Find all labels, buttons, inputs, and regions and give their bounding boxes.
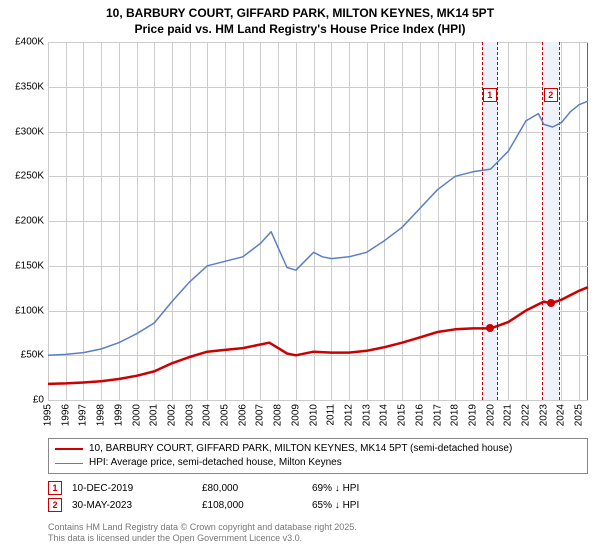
transaction-row-2: 2 30-MAY-2023 £108,000 65% ↓ HPI: [48, 498, 588, 512]
chart-marker-1: 1: [483, 88, 497, 102]
x-tick-label: 2004: [202, 404, 213, 426]
y-tick-label: £150K: [15, 260, 44, 271]
legend-label-property: 10, BARBURY COURT, GIFFARD PARK, MILTON …: [89, 442, 512, 456]
footnote-line-1: Contains HM Land Registry data © Crown c…: [48, 522, 357, 533]
series-line-property: [48, 287, 588, 384]
x-tick-label: 2017: [432, 404, 443, 426]
x-tick-label: 2012: [343, 404, 354, 426]
title-line-1: 10, BARBURY COURT, GIFFARD PARK, MILTON …: [10, 6, 590, 22]
transaction-date-2: 30-MAY-2023: [72, 500, 192, 511]
legend-row-property: 10, BARBURY COURT, GIFFARD PARK, MILTON …: [55, 442, 581, 456]
x-tick-label: 2001: [149, 404, 160, 426]
plot-area: 12: [48, 42, 588, 400]
x-tick-label: 2025: [574, 404, 585, 426]
footnote-line-2: This data is licensed under the Open Gov…: [48, 533, 357, 544]
x-tick-label: 1997: [78, 404, 89, 426]
x-tick-label: 2019: [467, 404, 478, 426]
chart-container: 10, BARBURY COURT, GIFFARD PARK, MILTON …: [0, 0, 600, 560]
x-tick-label: 2003: [184, 404, 195, 426]
series-line-hpi: [48, 101, 588, 355]
transaction-price-1: £80,000: [202, 483, 302, 494]
y-tick-label: £50K: [21, 350, 44, 361]
x-tick-label: 2024: [556, 404, 567, 426]
legend-box: 10, BARBURY COURT, GIFFARD PARK, MILTON …: [48, 438, 588, 474]
legend-label-hpi: HPI: Average price, semi-detached house,…: [89, 456, 342, 470]
y-tick-label: £200K: [15, 216, 44, 227]
legend-swatch-hpi: [55, 463, 83, 464]
x-tick-label: 1995: [43, 404, 54, 426]
x-tick-label: 2005: [220, 404, 231, 426]
x-tick-label: 2008: [273, 404, 284, 426]
x-tick-label: 1998: [96, 404, 107, 426]
line-svg: [48, 42, 588, 400]
transaction-price-2: £108,000: [202, 500, 302, 511]
x-tick-label: 2022: [521, 404, 532, 426]
x-tick-label: 2007: [255, 404, 266, 426]
x-tick-label: 2006: [237, 404, 248, 426]
x-tick-label: 2011: [326, 404, 337, 426]
x-tick-label: 2016: [414, 404, 425, 426]
transaction-row-1: 1 10-DEC-2019 £80,000 69% ↓ HPI: [48, 481, 588, 495]
x-tick-label: 2010: [308, 404, 319, 426]
x-tick-label: 1999: [113, 404, 124, 426]
y-tick-label: £250K: [15, 171, 44, 182]
transaction-rows: 1 10-DEC-2019 £80,000 69% ↓ HPI 2 30-MAY…: [48, 478, 588, 515]
transaction-pct-1: 69% ↓ HPI: [312, 483, 432, 494]
x-tick-label: 2002: [166, 404, 177, 426]
transaction-pct-2: 65% ↓ HPI: [312, 500, 432, 511]
y-tick-label: £400K: [15, 37, 44, 48]
y-axis: £0£50K£100K£150K£200K£250K£300K£350K£400…: [4, 42, 48, 400]
x-tick-label: 1996: [60, 404, 71, 426]
x-tick-label: 2013: [361, 404, 372, 426]
x-tick-label: 2020: [485, 404, 496, 426]
y-tick-label: £300K: [15, 126, 44, 137]
x-tick-label: 2021: [503, 404, 514, 426]
title-line-2: Price paid vs. HM Land Registry's House …: [10, 22, 590, 38]
x-tick-label: 2018: [450, 404, 461, 426]
x-tick-label: 2014: [379, 404, 390, 426]
transaction-marker-2: 2: [48, 498, 62, 512]
transaction-date-1: 10-DEC-2019: [72, 483, 192, 494]
x-tick-label: 2000: [131, 404, 142, 426]
chart-marker-2: 2: [544, 88, 558, 102]
x-tick-label: 2015: [397, 404, 408, 426]
x-tick-label: 2009: [290, 404, 301, 426]
x-tick-label: 2023: [538, 404, 549, 426]
transaction-marker-1: 1: [48, 481, 62, 495]
y-tick-label: £350K: [15, 81, 44, 92]
legend-row-hpi: HPI: Average price, semi-detached house,…: [55, 456, 581, 470]
y-tick-label: £100K: [15, 305, 44, 316]
legend-swatch-property: [55, 448, 83, 450]
title-block: 10, BARBURY COURT, GIFFARD PARK, MILTON …: [0, 0, 600, 39]
footnote: Contains HM Land Registry data © Crown c…: [48, 522, 357, 544]
